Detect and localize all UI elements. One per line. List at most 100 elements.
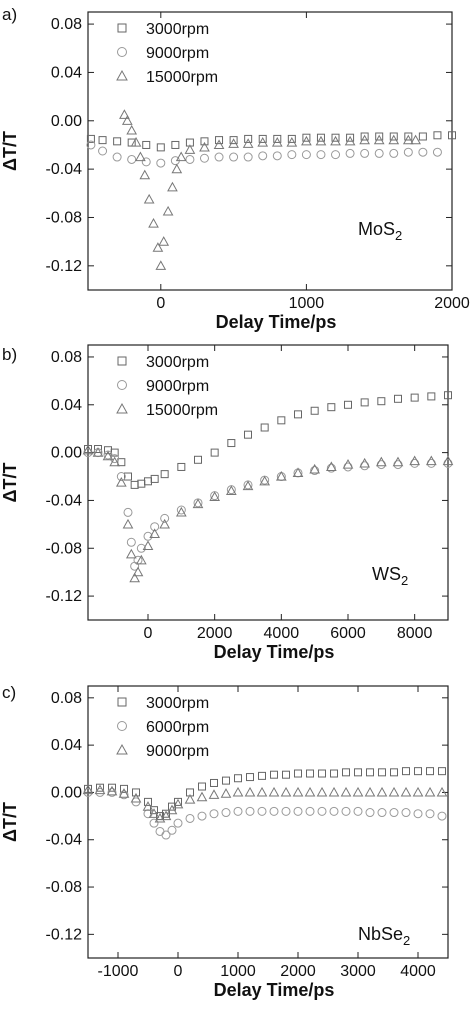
data-point [282, 770, 290, 779]
data-point [310, 466, 320, 476]
data-point [394, 394, 402, 403]
data-point [86, 140, 96, 150]
data-point [316, 786, 328, 797]
data-point [354, 768, 362, 777]
x-tick-label: 2000 [280, 963, 316, 980]
data-point [375, 132, 384, 141]
data-point [425, 455, 437, 466]
data-point [376, 786, 388, 797]
x-tick-label: 0 [174, 963, 183, 980]
x-tick-label: 2000 [197, 625, 233, 642]
y-tick-label: 0.04 [51, 397, 82, 414]
panel-tag: c) [2, 683, 16, 702]
y-tick-label: 0.04 [51, 64, 82, 81]
data-point [175, 151, 187, 162]
legend-marker [117, 23, 127, 33]
data-point [130, 137, 142, 147]
data-point [360, 132, 369, 141]
data-point [130, 792, 142, 803]
legend: 3000rpm 9000rpm 15000rpm [116, 354, 218, 419]
data-point [119, 109, 130, 119]
chart-panel-2: 0.08 0.04 0.00 -0.04 -0.08 -0.12 0 2000 4000 6000… [0, 344, 454, 662]
legend-marker [116, 402, 128, 414]
data-point [209, 491, 221, 501]
data-point [175, 506, 187, 517]
x-tick-label: 0 [144, 625, 153, 642]
data-point [400, 786, 412, 797]
material-label: WS2 [372, 564, 408, 588]
data-point [115, 476, 127, 487]
legend: 3000rpm 9000rpm 15000rpm [116, 21, 218, 86]
data-point [245, 806, 255, 816]
data-point [344, 400, 352, 409]
data-point [161, 830, 171, 840]
data-point [210, 778, 218, 787]
legend-label: 9000rpm [146, 743, 209, 760]
data-point [345, 148, 355, 158]
data-point [166, 804, 178, 815]
data-point [244, 786, 256, 797]
data-point [106, 785, 118, 796]
data-point [149, 818, 159, 828]
data-point [426, 767, 434, 776]
data-point [316, 133, 325, 142]
panel-tag: a) [2, 5, 17, 24]
y-tick-label: 0.00 [51, 445, 82, 462]
legend-marker [117, 380, 127, 390]
x-tick-label: 0 [156, 295, 165, 312]
data-point [144, 477, 152, 486]
data-point [287, 134, 296, 143]
data-point [402, 767, 410, 776]
data-point [86, 134, 95, 143]
legend-label: 6000rpm [146, 719, 209, 736]
data-point [389, 148, 399, 158]
data-point [331, 133, 340, 142]
data-point [306, 769, 314, 778]
data-point [375, 456, 387, 467]
data-point [258, 151, 268, 161]
data-point [142, 801, 154, 811]
data-point [359, 134, 370, 145]
data-point [353, 806, 363, 816]
data-point [141, 157, 151, 167]
data-point [275, 470, 287, 481]
data-point [280, 786, 292, 797]
x-axis-label: Delay Time/ps [214, 980, 335, 1000]
y-axis-label: ΔT/T [0, 802, 20, 842]
series-3000rpm [84, 391, 452, 489]
data-point [377, 808, 387, 818]
data-point [110, 454, 120, 464]
data-point [162, 205, 174, 216]
data-point [135, 151, 146, 162]
legend-label: 15000rpm [146, 402, 218, 419]
data-point [196, 791, 208, 802]
data-point [150, 522, 160, 532]
x-tick-label: 4000 [264, 625, 300, 642]
data-point [132, 788, 140, 797]
data-point [315, 135, 327, 146]
data-point [136, 543, 146, 553]
y-tick-label: 0.00 [51, 113, 82, 130]
data-point [404, 132, 413, 141]
legend-marker [117, 721, 127, 731]
data-point [316, 150, 326, 160]
y-axis-label: ΔT/T [0, 463, 20, 503]
data-point [410, 393, 419, 402]
legend: 3000rpm 6000rpm 9000rpm [116, 695, 209, 760]
y-tick-label: 0.08 [51, 349, 82, 366]
data-point [198, 782, 206, 791]
data-point [143, 531, 153, 541]
data-point [388, 786, 400, 797]
data-point [142, 140, 151, 149]
data-point [228, 138, 239, 148]
x-tick-label: 6000 [330, 625, 366, 642]
data-point [152, 242, 164, 252]
data-point [327, 403, 336, 412]
data-point [325, 461, 337, 472]
y-tick-label: -0.08 [46, 879, 83, 896]
legend-label: 3000rpm [146, 695, 209, 712]
x-axis-label: Delay Time/ps [216, 312, 337, 332]
data-point [329, 806, 339, 816]
data-point [148, 217, 159, 228]
